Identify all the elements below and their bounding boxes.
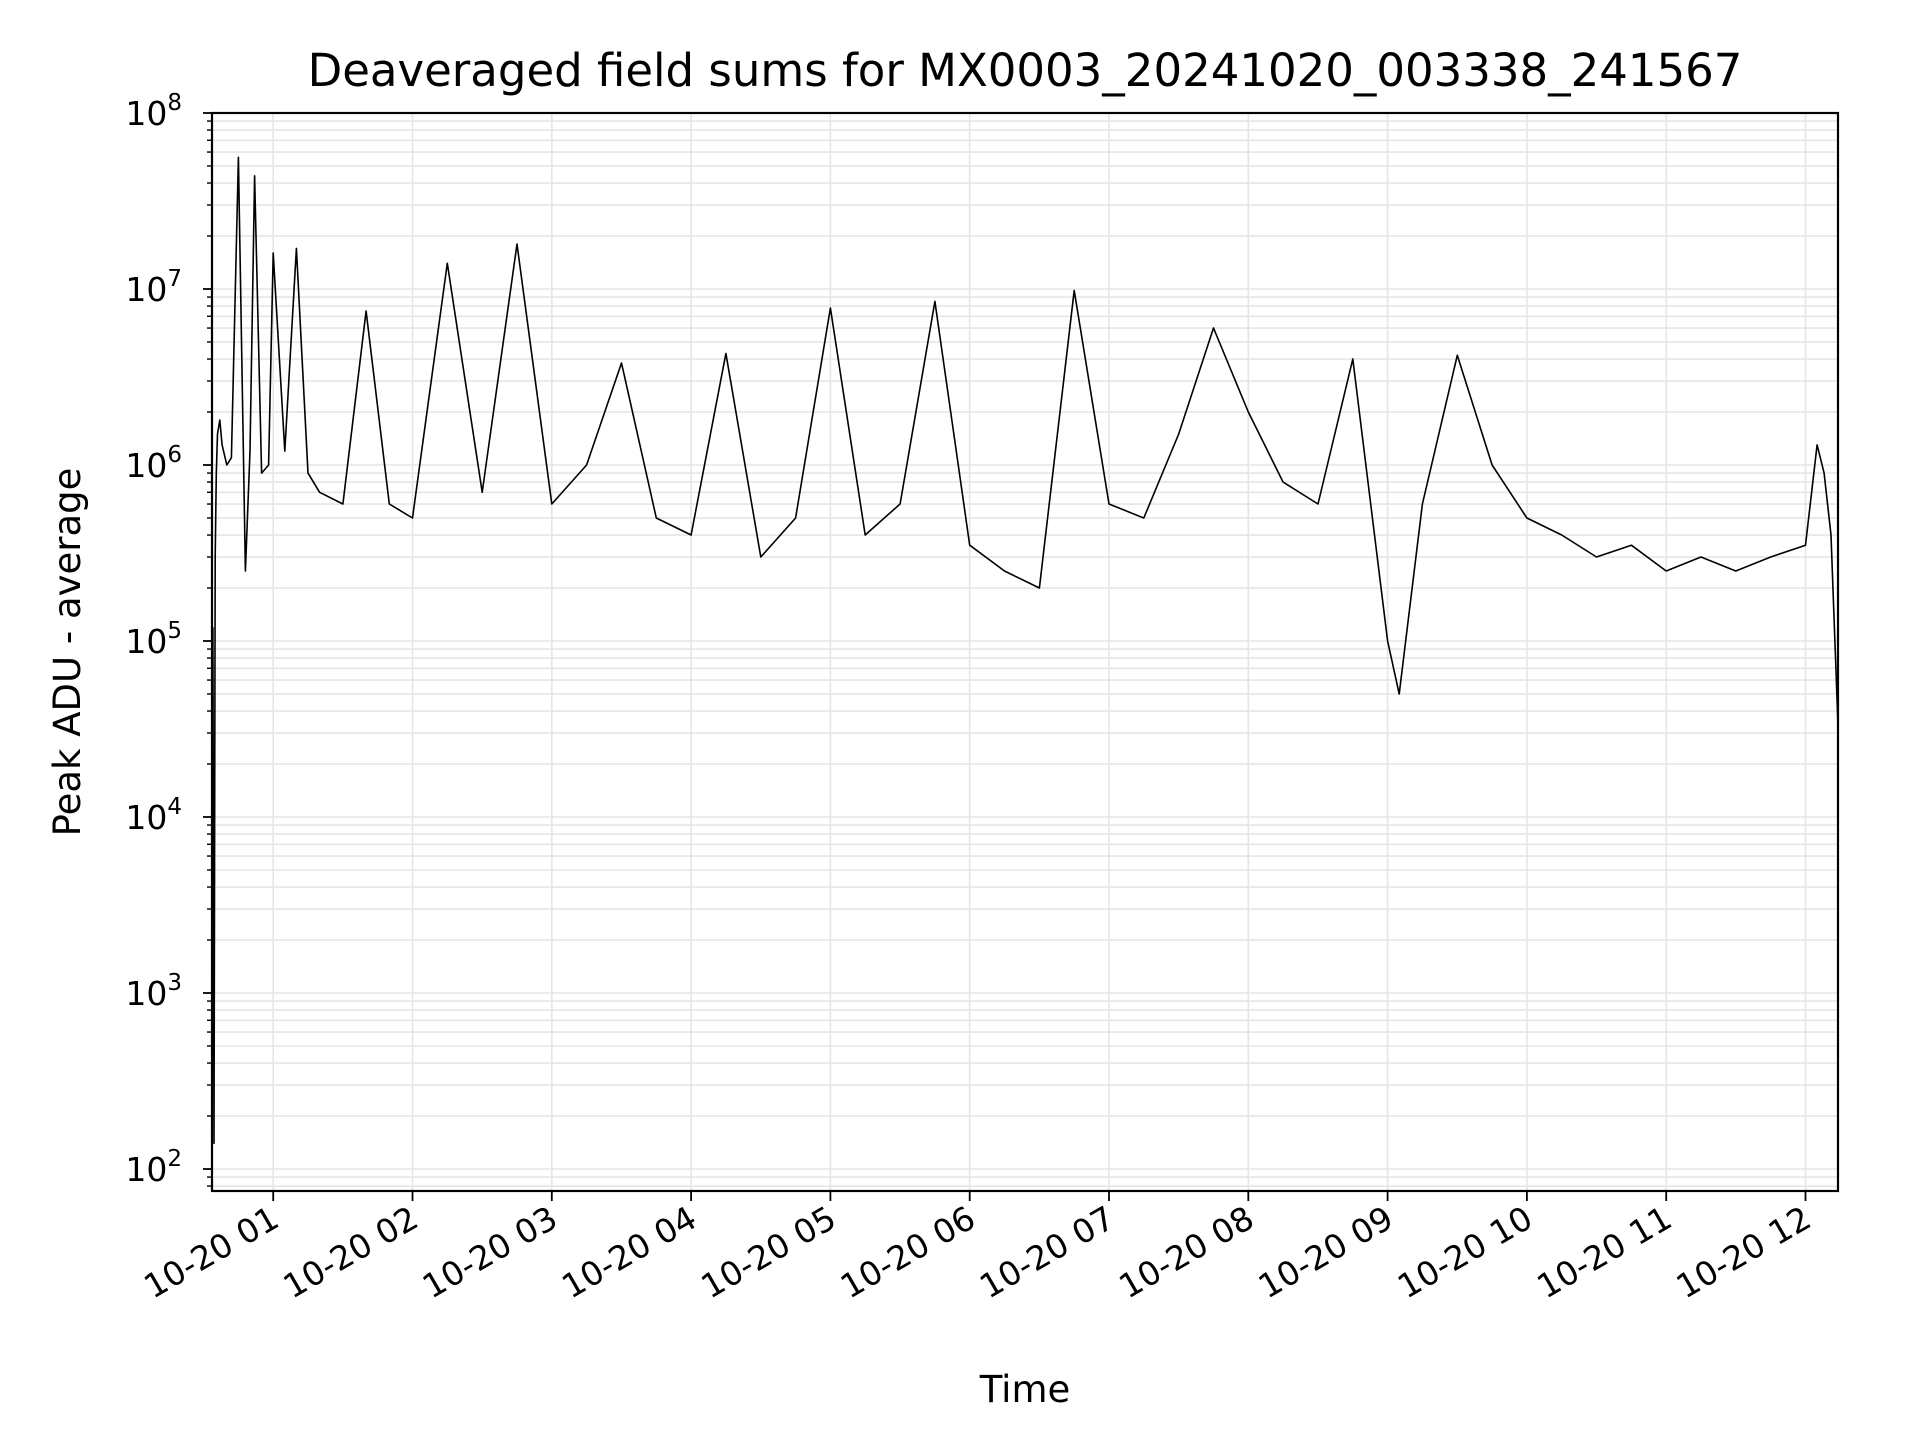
x-tick-label: 10-20 10	[1391, 1198, 1539, 1306]
chart-title: Deaveraged field sums for MX0003_2024102…	[308, 44, 1743, 97]
y-tick-label-base: 10	[125, 798, 167, 837]
y-tick-label: 103	[125, 970, 182, 1013]
y-tick-label: 105	[125, 618, 182, 661]
y-axis-title: Peak ADU - average	[46, 468, 89, 837]
y-tick-label-base: 10	[125, 1150, 167, 1189]
y-tick-label-base: 10	[125, 94, 167, 133]
x-tick-label: 10-20 08	[1112, 1198, 1260, 1306]
y-tick-label-base: 10	[125, 446, 167, 485]
y-tick-label: 104	[125, 794, 182, 837]
x-tick-label: 10-20 07	[973, 1198, 1121, 1306]
y-tick-label-exponent: 2	[167, 1146, 182, 1172]
y-tick-label: 106	[125, 442, 182, 485]
x-tick-label: 10-20 04	[555, 1198, 703, 1306]
y-tick-label-exponent: 3	[167, 970, 182, 996]
y-tick-label-exponent: 8	[167, 90, 182, 116]
x-tick-label: 10-20 11	[1530, 1198, 1678, 1306]
y-tick-label: 102	[125, 1146, 182, 1189]
y-tick-label-exponent: 4	[167, 794, 182, 820]
x-tick-label: 10-20 03	[416, 1198, 564, 1306]
y-tick-label-exponent: 7	[167, 266, 182, 292]
x-tick-label: 10-20 09	[1252, 1198, 1400, 1306]
y-tick-label-exponent: 5	[167, 618, 182, 644]
y-tick-label-base: 10	[125, 622, 167, 661]
x-axis-title: Time	[979, 1368, 1071, 1411]
x-tick-label: 10-20 12	[1670, 1198, 1818, 1306]
series-line	[212, 156, 1839, 1145]
y-tick-label: 107	[125, 266, 182, 309]
y-tick-label-base: 10	[125, 974, 167, 1013]
plot-frame	[210, 111, 1840, 1193]
y-tick-label: 108	[125, 90, 182, 133]
grid-layer	[212, 112, 1838, 1191]
x-tick-label: 10-20 06	[834, 1198, 982, 1306]
x-tick-label: 10-20 01	[137, 1198, 285, 1306]
series-layer	[212, 156, 1839, 1145]
x-tick-label: 10-20 05	[694, 1198, 842, 1306]
y-tick-label-exponent: 6	[167, 442, 182, 468]
x-tick-label: 10-20 02	[277, 1198, 425, 1306]
y-tick-label-base: 10	[125, 270, 167, 309]
